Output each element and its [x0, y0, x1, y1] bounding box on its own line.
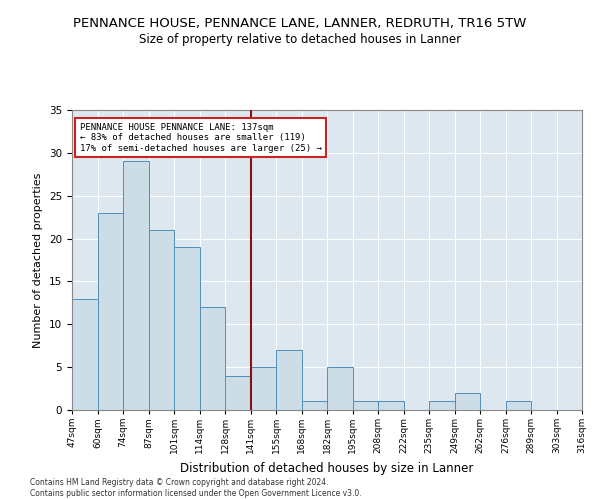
- Bar: [225, 376, 251, 410]
- Bar: [174, 247, 199, 410]
- Bar: [429, 402, 455, 410]
- Bar: [199, 307, 225, 410]
- X-axis label: Distribution of detached houses by size in Lanner: Distribution of detached houses by size …: [181, 462, 473, 474]
- Bar: [72, 298, 97, 410]
- Bar: [276, 350, 302, 410]
- Text: PENNANCE HOUSE PENNANCE LANE: 137sqm
← 83% of detached houses are smaller (119)
: PENNANCE HOUSE PENNANCE LANE: 137sqm ← 8…: [80, 123, 322, 152]
- Bar: [327, 367, 353, 410]
- Bar: [149, 230, 174, 410]
- Bar: [505, 402, 531, 410]
- Bar: [97, 213, 123, 410]
- Bar: [251, 367, 276, 410]
- Bar: [353, 402, 378, 410]
- Text: Contains HM Land Registry data © Crown copyright and database right 2024.
Contai: Contains HM Land Registry data © Crown c…: [30, 478, 362, 498]
- Text: Size of property relative to detached houses in Lanner: Size of property relative to detached ho…: [139, 32, 461, 46]
- Bar: [378, 402, 404, 410]
- Text: PENNANCE HOUSE, PENNANCE LANE, LANNER, REDRUTH, TR16 5TW: PENNANCE HOUSE, PENNANCE LANE, LANNER, R…: [73, 18, 527, 30]
- Bar: [123, 162, 149, 410]
- Bar: [455, 393, 480, 410]
- Bar: [302, 402, 327, 410]
- Y-axis label: Number of detached properties: Number of detached properties: [34, 172, 43, 348]
